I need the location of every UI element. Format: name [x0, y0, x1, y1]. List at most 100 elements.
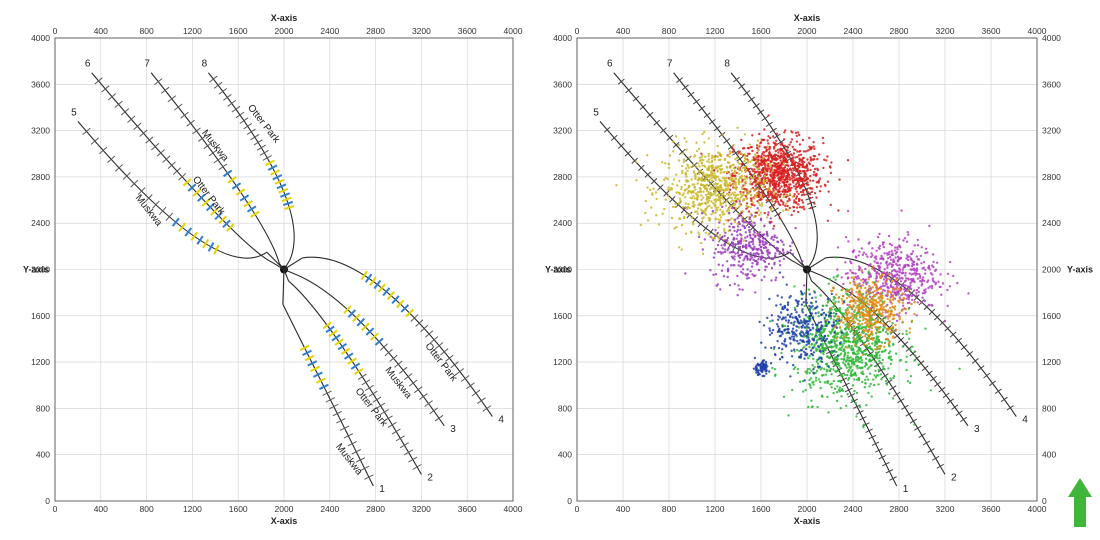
microseismic-event	[886, 266, 889, 269]
well-trajectory	[820, 274, 969, 427]
microseismic-event	[748, 241, 751, 244]
microseismic-event	[899, 298, 903, 301]
frac-stage-mark	[270, 169, 280, 176]
microseismic-event	[864, 362, 868, 366]
microseismic-event	[864, 267, 867, 271]
frac-stage-mark	[201, 198, 211, 207]
microseismic-event	[748, 143, 751, 146]
microseismic-event	[835, 312, 838, 316]
microseismic-event	[717, 226, 720, 229]
microseismic-event	[822, 166, 825, 170]
microseismic-event	[743, 166, 747, 170]
microseismic-event	[739, 192, 743, 195]
frac-stage-mark	[445, 354, 454, 362]
microseismic-event	[906, 231, 909, 234]
microseismic-event	[774, 158, 777, 161]
microseismic-event	[886, 297, 889, 301]
microseismic-event	[723, 234, 726, 238]
y-tick-label: 1200	[31, 357, 50, 367]
frac-stage-mark	[391, 428, 401, 435]
microseismic-event	[895, 352, 898, 355]
microseismic-event	[796, 339, 799, 343]
microseismic-event	[838, 347, 842, 350]
microseismic-event	[719, 201, 722, 205]
microseismic-event	[858, 282, 861, 285]
microseismic-event	[740, 253, 744, 256]
microseismic-event	[703, 238, 706, 241]
microseismic-event	[729, 244, 732, 247]
microseismic-event	[724, 250, 727, 254]
microseismic-event	[829, 203, 832, 207]
microseismic-event	[639, 223, 642, 227]
microseismic-event	[867, 391, 870, 395]
microseismic-event	[713, 172, 716, 175]
microseismic-event	[802, 150, 806, 153]
microseismic-event	[738, 205, 741, 208]
microseismic-event	[704, 202, 708, 206]
frac-stage-mark	[122, 172, 131, 180]
microseismic-event	[807, 161, 810, 164]
microseismic-event	[857, 297, 860, 300]
microseismic-event	[831, 328, 835, 331]
microseismic-event	[796, 155, 799, 159]
microseismic-event	[895, 319, 899, 323]
microseismic-event	[883, 300, 886, 303]
microseismic-event	[889, 296, 892, 299]
microseismic-event	[859, 347, 862, 351]
microseismic-event	[721, 176, 725, 180]
x-tick-label: 1600	[752, 504, 771, 514]
microseismic-event	[811, 164, 815, 167]
microseismic-event	[713, 252, 716, 255]
microseismic-event	[851, 305, 854, 308]
frac-stage-mark	[210, 207, 219, 216]
frac-stage-mark	[1000, 396, 1008, 403]
microseismic-event	[701, 132, 704, 136]
microseismic-event	[793, 320, 796, 323]
microseismic-event	[759, 141, 762, 145]
microseismic-event	[690, 165, 693, 169]
microseismic-event	[721, 202, 725, 205]
microseismic-event	[803, 292, 806, 295]
microseismic-event	[745, 177, 749, 180]
microseismic-event	[749, 254, 752, 258]
frac-stage-mark	[971, 358, 979, 364]
microseismic-event	[795, 134, 798, 138]
microseismic-event	[808, 136, 811, 140]
microseismic-event	[778, 335, 781, 338]
microseismic-event	[822, 311, 826, 315]
microseismic-event	[783, 138, 786, 141]
microseismic-event	[799, 338, 802, 342]
microseismic-event	[697, 231, 700, 234]
microseismic-event	[775, 323, 779, 326]
microseismic-event	[901, 292, 904, 295]
microseismic-event	[777, 325, 780, 328]
microseismic-event	[776, 165, 779, 168]
frac-stage-mark	[328, 329, 338, 338]
microseismic-event	[760, 161, 764, 164]
microseismic-event	[754, 369, 758, 372]
microseismic-event	[876, 347, 879, 350]
frac-stage-mark	[429, 336, 439, 344]
microseismic-event	[735, 237, 738, 240]
frac-stage-mark	[152, 200, 160, 209]
microseismic-event	[720, 244, 723, 247]
x-tick-label: 2000	[798, 504, 817, 514]
frac-stage-mark	[672, 141, 680, 148]
microseismic-event	[880, 304, 883, 307]
microseismic-event	[956, 281, 959, 285]
microseismic-event	[646, 154, 649, 157]
x-tick-label: 400	[616, 504, 630, 514]
microseismic-event	[854, 301, 857, 305]
frac-stage-mark	[471, 389, 481, 397]
microseismic-event	[764, 155, 768, 158]
microseismic-event	[884, 294, 888, 297]
frac-stage-mark	[343, 433, 354, 439]
microseismic-event	[754, 365, 757, 369]
microseismic-event	[784, 148, 787, 151]
frac-stage-mark	[352, 313, 361, 323]
microseismic-event	[782, 307, 785, 311]
microseismic-event	[926, 251, 929, 254]
frac-stage-mark	[844, 387, 853, 393]
microseismic-event	[685, 140, 688, 143]
microseismic-event	[798, 315, 801, 319]
